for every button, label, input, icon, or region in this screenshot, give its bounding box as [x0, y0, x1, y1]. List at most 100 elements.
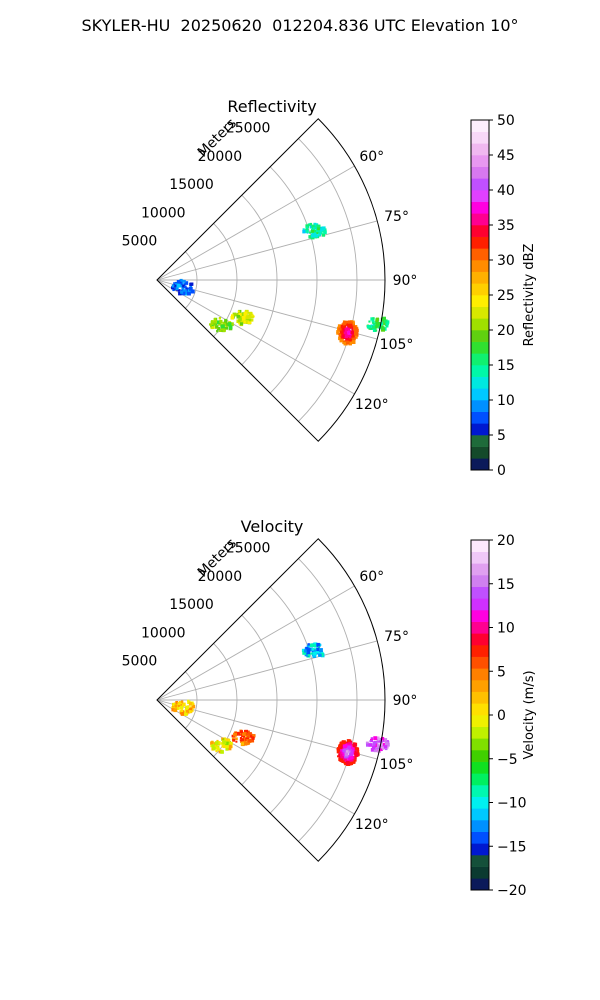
colorbar-segment [471, 155, 489, 167]
echo-pixel [381, 737, 385, 741]
echo-pixel [185, 290, 189, 295]
echo-pixel [224, 321, 227, 324]
echo-pixel [215, 325, 219, 329]
echo-pixel [378, 738, 381, 741]
colorbar-segment [471, 120, 489, 132]
sector-outline [156, 118, 386, 442]
echo-pixel [231, 314, 234, 317]
echo-pixel [306, 644, 310, 648]
colorbar-segment [471, 761, 489, 774]
echo-pixel [172, 289, 175, 292]
echo-pixel [321, 226, 326, 231]
echo-pixel [223, 327, 226, 330]
echo-pixel [240, 322, 244, 326]
echo-pixel [343, 331, 348, 335]
radar-echo [366, 316, 390, 332]
echo-pixel [180, 290, 184, 294]
colorbar-segment [471, 540, 489, 552]
echo-pixel [317, 645, 321, 649]
echo-pixel [216, 326, 221, 331]
colorbar-segment [471, 458, 489, 471]
echo-pixel [307, 643, 310, 646]
colorbar-segment [471, 703, 489, 716]
echo-pixel [191, 702, 195, 706]
echo-pixel [355, 336, 358, 339]
echo-pixel [229, 741, 233, 746]
echo-pixel [316, 228, 321, 233]
radial-gridline [156, 699, 355, 815]
echo-pixel [243, 320, 246, 323]
echo-pixel [240, 740, 243, 743]
colorbar-segment [471, 691, 489, 704]
echo-pixel [212, 743, 217, 748]
colorbar-tick-label: 15 [497, 358, 515, 374]
echo-pixel [247, 739, 252, 743]
radar-echo [336, 739, 360, 766]
echo-pixel [340, 741, 345, 745]
echo-pixel [318, 233, 321, 237]
echo-pixel [190, 289, 195, 294]
echo-pixel [215, 750, 218, 753]
echo-pixel [190, 282, 194, 286]
echo-pixel [230, 322, 234, 327]
echo-pixel [316, 231, 319, 234]
echo-pixel [339, 751, 342, 754]
echo-pixel [218, 317, 221, 320]
echo-pixel [352, 755, 357, 760]
echo-pixel [355, 747, 359, 751]
echo-pixel [345, 750, 349, 753]
echo-pixel [214, 741, 219, 745]
echo-pixel [181, 291, 186, 296]
echo-pixel [216, 329, 219, 333]
echo-pixel [316, 642, 320, 647]
echo-pixel [251, 737, 255, 740]
angle-tick-label: 75° [384, 209, 409, 225]
echo-pixel [337, 324, 342, 328]
angle-tick-label: 120° [355, 817, 389, 833]
echo-pixel [384, 321, 387, 324]
echo-pixel [221, 745, 224, 748]
echo-pixel [309, 225, 313, 228]
echo-pixel [349, 740, 353, 744]
echo-pixel [179, 278, 183, 282]
echo-pixel [213, 317, 217, 321]
echo-pixel [219, 319, 223, 324]
echo-pixel [216, 320, 221, 324]
echo-pixel [188, 289, 192, 293]
colorbar-segment [471, 236, 489, 249]
echo-pixel [341, 753, 344, 756]
colorbar-segment [471, 400, 489, 412]
sector-outline [156, 538, 386, 862]
echo-pixel [188, 710, 192, 714]
echo-pixel [181, 702, 186, 707]
echo-pixel [371, 745, 376, 750]
echo-pixel [187, 699, 190, 702]
echo-pixel [177, 702, 181, 706]
echo-pixel [242, 317, 246, 321]
echo-pixel [227, 742, 231, 746]
echo-pixel [352, 743, 357, 747]
echo-pixel [341, 323, 345, 326]
colorbar-segment [471, 423, 489, 436]
echo-pixel [339, 339, 342, 342]
colorbar-segment [471, 808, 489, 821]
echo-pixel [348, 739, 352, 742]
colorbar-segment [471, 750, 489, 762]
colorbar-tick-label: 35 [497, 218, 515, 234]
echo-pixel [245, 732, 249, 736]
echo-pixel [366, 743, 370, 747]
echo-pixel [350, 746, 354, 749]
echo-pixel [232, 312, 237, 317]
echo-pixel [372, 317, 375, 320]
colorbar-segment [471, 435, 489, 447]
echo-pixel [354, 752, 357, 756]
echo-pixel [340, 756, 344, 760]
colorbar-tick-label: −5 [497, 752, 518, 768]
radar-echo [171, 699, 196, 716]
echo-pixel [316, 224, 321, 229]
echo-pixel [352, 748, 355, 751]
echo-pixel [376, 325, 379, 328]
echo-pixel [371, 319, 375, 323]
echo-pixel [236, 315, 241, 319]
